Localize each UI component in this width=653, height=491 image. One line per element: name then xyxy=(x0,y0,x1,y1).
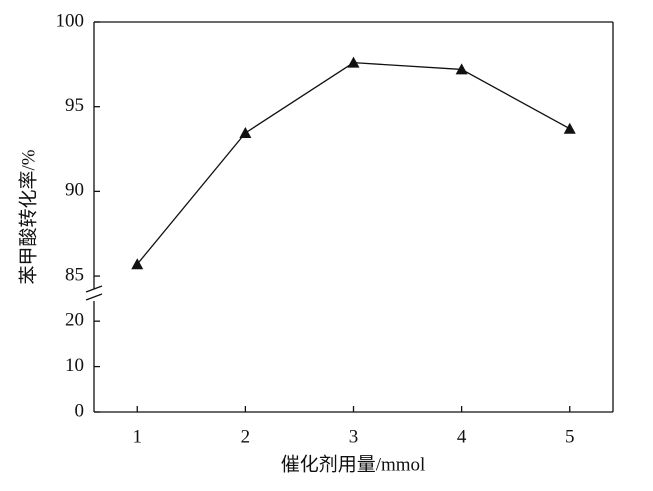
y-tick-label: 0 xyxy=(75,400,85,421)
y-axis-label: 苯甲酸转化率/% xyxy=(17,149,39,284)
y-tick-label: 100 xyxy=(56,10,85,31)
axis-break xyxy=(85,293,103,301)
x-tick-label: 3 xyxy=(349,426,359,447)
marker xyxy=(239,126,252,138)
marker xyxy=(347,56,360,68)
marker xyxy=(563,122,576,134)
y-tick-label: 90 xyxy=(65,180,84,201)
marker xyxy=(455,63,468,75)
y-tick-label: 95 xyxy=(65,95,84,116)
x-tick-label: 5 xyxy=(565,426,575,447)
series-line xyxy=(136,61,571,265)
y-tick-label: 20 xyxy=(65,310,84,331)
x-tick-label: 1 xyxy=(133,426,143,447)
axis-break xyxy=(85,285,103,293)
x-tick-label: 4 xyxy=(457,426,467,447)
y-tick-label: 85 xyxy=(65,264,84,285)
x-tick-label: 2 xyxy=(241,426,251,447)
x-axis-label: 催化剂用量/mmol xyxy=(281,453,426,475)
y-tick-label: 10 xyxy=(65,355,84,376)
marker xyxy=(131,258,144,270)
